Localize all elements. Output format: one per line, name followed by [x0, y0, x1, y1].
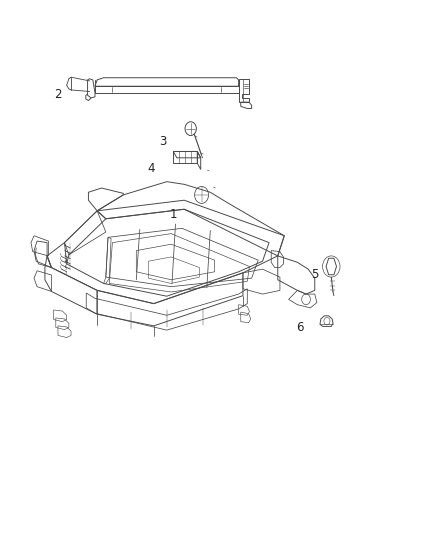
Text: 6: 6 [296, 321, 303, 334]
Text: 2: 2 [54, 87, 62, 101]
Text: 3: 3 [159, 135, 166, 148]
Text: 4: 4 [148, 162, 155, 175]
Text: 1: 1 [170, 208, 177, 221]
Text: 5: 5 [311, 268, 318, 281]
